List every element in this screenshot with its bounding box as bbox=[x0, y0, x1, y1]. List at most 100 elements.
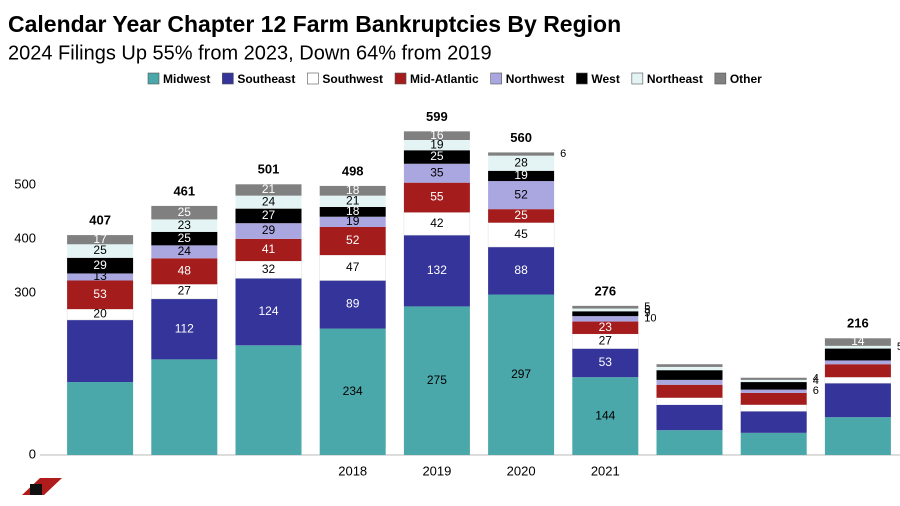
data-label: 112 bbox=[175, 321, 194, 335]
data-label: 48 bbox=[178, 263, 192, 277]
data-label: 21 bbox=[346, 193, 360, 207]
data-label: 17 bbox=[93, 232, 107, 246]
legend-label: Other bbox=[730, 72, 762, 86]
data-label: 5 bbox=[897, 341, 900, 353]
bar-segment bbox=[487, 222, 555, 248]
data-label: 24 bbox=[262, 194, 276, 208]
bar-segment bbox=[824, 360, 891, 365]
bar-segment bbox=[403, 306, 470, 455]
bar-segment bbox=[319, 280, 386, 329]
y-tick-label: 400 bbox=[14, 230, 36, 245]
data-label: 5 bbox=[644, 304, 650, 316]
bar-segment bbox=[572, 311, 639, 317]
total-label: 501 bbox=[258, 162, 280, 177]
bar-segment bbox=[824, 348, 891, 361]
data-label: 45 bbox=[514, 227, 528, 241]
bar-segment bbox=[403, 150, 470, 164]
bar-segment bbox=[67, 244, 134, 258]
legend-swatch bbox=[394, 72, 407, 85]
bar-segment bbox=[235, 345, 302, 455]
bar-segment bbox=[403, 131, 470, 140]
data-label: 29 bbox=[262, 223, 276, 237]
data-label: 23 bbox=[599, 320, 613, 334]
data-label: 20 bbox=[93, 307, 107, 321]
bar-segment bbox=[824, 338, 891, 346]
data-label: 27 bbox=[262, 208, 276, 222]
bar-segment bbox=[740, 382, 807, 390]
chart-title: Calendar Year Chapter 12 Farm Bankruptci… bbox=[8, 11, 621, 37]
data-label: 52 bbox=[514, 187, 528, 201]
data-label: 88 bbox=[514, 263, 528, 277]
bar-segment bbox=[403, 235, 470, 307]
total-label: 560 bbox=[510, 130, 532, 145]
data-label: 52 bbox=[346, 233, 360, 247]
data-label: 234 bbox=[343, 384, 363, 398]
logo bbox=[22, 478, 62, 495]
bar-segment bbox=[824, 376, 892, 384]
legend-swatch bbox=[147, 72, 160, 85]
bar-segment bbox=[151, 205, 218, 220]
bar-segment bbox=[740, 411, 807, 433]
data-label: 42 bbox=[430, 216, 444, 230]
bar-segment bbox=[235, 208, 302, 224]
x-tick-label: 2018 bbox=[338, 463, 367, 478]
legend-swatch bbox=[490, 72, 503, 85]
legend-swatch bbox=[576, 72, 588, 85]
bar-segment bbox=[656, 384, 723, 398]
data-label: 4 bbox=[813, 375, 819, 387]
data-label: 6 bbox=[813, 385, 819, 397]
bar-segment bbox=[572, 377, 639, 455]
bar-segment bbox=[151, 231, 218, 246]
bar-segment bbox=[572, 316, 639, 322]
bar-segment bbox=[403, 163, 470, 183]
bar-segment bbox=[151, 219, 218, 232]
bar-segment bbox=[656, 397, 723, 405]
total-label: 599 bbox=[426, 109, 448, 124]
bar-segment bbox=[656, 366, 723, 371]
bar-segment bbox=[67, 257, 134, 274]
bar-segment bbox=[319, 226, 386, 256]
legend-label: Mid-Atlantic bbox=[410, 72, 479, 86]
total-label: 276 bbox=[594, 283, 616, 298]
bar-segment bbox=[319, 185, 386, 196]
bar-segment bbox=[572, 308, 639, 312]
legend-label: Midwest bbox=[163, 72, 210, 86]
bar-segment bbox=[656, 370, 723, 380]
legend-swatch bbox=[307, 72, 319, 85]
bar-segment bbox=[151, 359, 218, 455]
data-label: 275 bbox=[427, 373, 447, 387]
data-label: 19 bbox=[346, 214, 360, 228]
bar-segment bbox=[151, 245, 218, 259]
bar-segment bbox=[319, 206, 386, 217]
bar-segment bbox=[319, 254, 386, 281]
bar-segment bbox=[235, 223, 302, 239]
bar-segment bbox=[235, 278, 302, 346]
data-label: 19 bbox=[514, 168, 528, 182]
legend-label: Southwest bbox=[322, 72, 383, 86]
bar-segment bbox=[67, 280, 134, 310]
bar-segment bbox=[656, 404, 723, 431]
legend-label: West bbox=[591, 72, 619, 86]
legend-label: Northeast bbox=[647, 72, 703, 86]
data-label: 53 bbox=[93, 287, 107, 301]
bar-segment bbox=[824, 383, 891, 418]
x-tick-label: 2019 bbox=[422, 463, 451, 478]
bar-segment bbox=[740, 379, 807, 383]
data-label: 25 bbox=[93, 243, 107, 257]
data-label: 55 bbox=[430, 190, 444, 204]
bar-segment bbox=[740, 432, 807, 455]
data-label: 25 bbox=[514, 208, 528, 222]
total-label: 461 bbox=[173, 183, 195, 198]
legend-label: Northwest bbox=[506, 72, 565, 86]
bar-segment bbox=[67, 382, 134, 455]
bar-segment bbox=[403, 139, 470, 151]
data-label: 27 bbox=[599, 333, 613, 347]
data-label: 47 bbox=[346, 260, 360, 274]
data-label: 32 bbox=[262, 262, 276, 276]
data-label: 144 bbox=[595, 408, 615, 422]
data-label: 19 bbox=[430, 137, 444, 151]
data-label: 10 bbox=[644, 313, 656, 325]
data-label: 5 bbox=[644, 301, 650, 313]
bar-segment bbox=[488, 170, 555, 182]
chart-subtitle: 2024 Filings Up 55% from 2023, Down 64% … bbox=[8, 42, 492, 64]
